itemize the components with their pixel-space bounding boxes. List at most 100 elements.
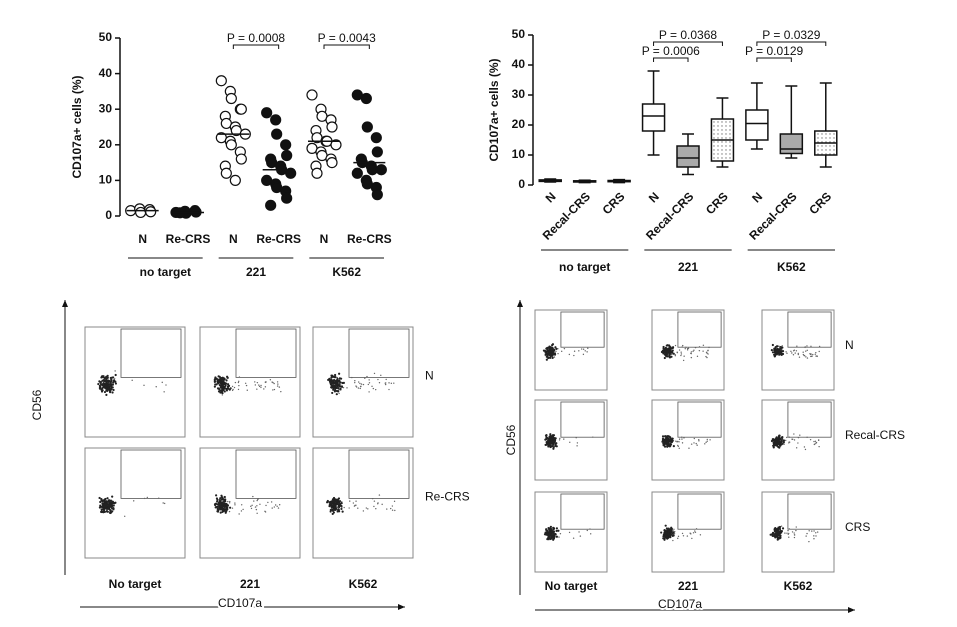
event-dot xyxy=(337,501,340,505)
event-dot xyxy=(815,352,817,354)
event-dot xyxy=(332,504,336,507)
event-dot xyxy=(557,529,560,532)
event-dot xyxy=(664,348,667,351)
event-dot xyxy=(796,345,798,347)
data-point xyxy=(375,164,387,176)
event-dot xyxy=(331,380,334,384)
group-label: 221 xyxy=(246,265,266,279)
event-dot xyxy=(109,380,113,383)
event-dot xyxy=(373,505,375,508)
event-dot xyxy=(550,440,553,443)
p-value: P = 0.0006 xyxy=(642,44,700,58)
event-dot xyxy=(788,536,790,538)
event-dot xyxy=(661,435,665,438)
event-dot xyxy=(685,346,687,349)
event-dot xyxy=(109,391,112,394)
flow-plot-frame xyxy=(199,447,301,559)
event-dot xyxy=(817,439,820,441)
event-dot xyxy=(771,531,775,534)
event-dot xyxy=(811,530,813,532)
event-dot xyxy=(109,511,113,514)
event-dot xyxy=(549,525,553,528)
event-dot xyxy=(332,379,335,382)
event-dot xyxy=(692,350,694,352)
event-dot xyxy=(548,532,551,536)
event-dot xyxy=(246,389,248,391)
event-dot xyxy=(672,530,675,532)
event-dot xyxy=(555,350,557,353)
event-dot xyxy=(662,442,665,445)
event-dot xyxy=(337,508,340,511)
event-dot xyxy=(698,440,700,442)
column-label: K562 xyxy=(349,577,378,591)
event-dot xyxy=(103,510,106,513)
event-dot xyxy=(668,353,671,356)
event-dot xyxy=(666,344,669,347)
event-dot xyxy=(276,381,279,383)
y-tick-label: 20 xyxy=(99,137,113,151)
event-dot xyxy=(227,500,229,503)
event-dot xyxy=(666,437,669,440)
data-point xyxy=(270,114,282,126)
event-dot xyxy=(587,347,589,350)
x-tick-label: CRS xyxy=(600,189,628,217)
event-dot xyxy=(569,441,571,443)
event-dot xyxy=(558,536,560,538)
event-dot xyxy=(688,447,690,449)
event-dot xyxy=(353,505,356,507)
event-dot xyxy=(109,387,112,390)
event-dot xyxy=(818,445,820,448)
event-dot xyxy=(256,505,258,507)
event-dot xyxy=(550,529,553,532)
event-dot xyxy=(810,355,813,358)
event-dot xyxy=(793,532,795,534)
gate xyxy=(348,449,410,499)
event-dot xyxy=(215,383,218,386)
data-point xyxy=(306,89,318,101)
event-dot xyxy=(385,382,387,384)
event-dot xyxy=(666,444,670,447)
event-dot xyxy=(218,507,221,510)
event-dot xyxy=(777,345,780,347)
event-dot xyxy=(707,350,709,352)
event-dot xyxy=(692,532,695,534)
event-dot xyxy=(253,500,255,502)
event-dot xyxy=(332,496,336,500)
event-dot xyxy=(365,507,368,509)
event-dot xyxy=(548,352,551,355)
event-dot xyxy=(162,502,164,504)
event-dot xyxy=(662,537,665,540)
event-dot xyxy=(669,443,673,446)
event-dot xyxy=(661,437,665,440)
event-dot xyxy=(778,346,781,349)
event-dot xyxy=(232,388,234,391)
event-dot xyxy=(272,389,274,391)
event-dot xyxy=(793,536,796,539)
event-dot xyxy=(774,536,777,539)
event-dot xyxy=(355,385,357,387)
event-dot xyxy=(240,504,243,506)
event-dot xyxy=(674,530,676,533)
x-tick-label: Re-CRS xyxy=(347,232,392,246)
event-dot xyxy=(107,504,110,507)
event-dot xyxy=(357,387,360,389)
event-dot xyxy=(381,503,383,506)
event-dot xyxy=(813,440,815,443)
event-dot xyxy=(573,350,576,352)
event-dot xyxy=(234,502,236,504)
event-dot xyxy=(277,507,280,509)
event-dot xyxy=(328,380,332,383)
event-dot xyxy=(330,378,333,381)
event-dot xyxy=(114,501,117,504)
event-dot xyxy=(102,509,106,512)
event-dot xyxy=(548,528,551,531)
event-dot xyxy=(682,344,684,347)
event-dot xyxy=(660,531,663,534)
event-dot xyxy=(351,376,353,379)
event-dot xyxy=(327,378,331,381)
event-dot xyxy=(338,388,340,391)
event-dot xyxy=(672,539,674,542)
row-label: CRS xyxy=(845,520,870,534)
event-dot xyxy=(228,510,231,513)
row-label: Recal-CRS xyxy=(845,428,905,442)
